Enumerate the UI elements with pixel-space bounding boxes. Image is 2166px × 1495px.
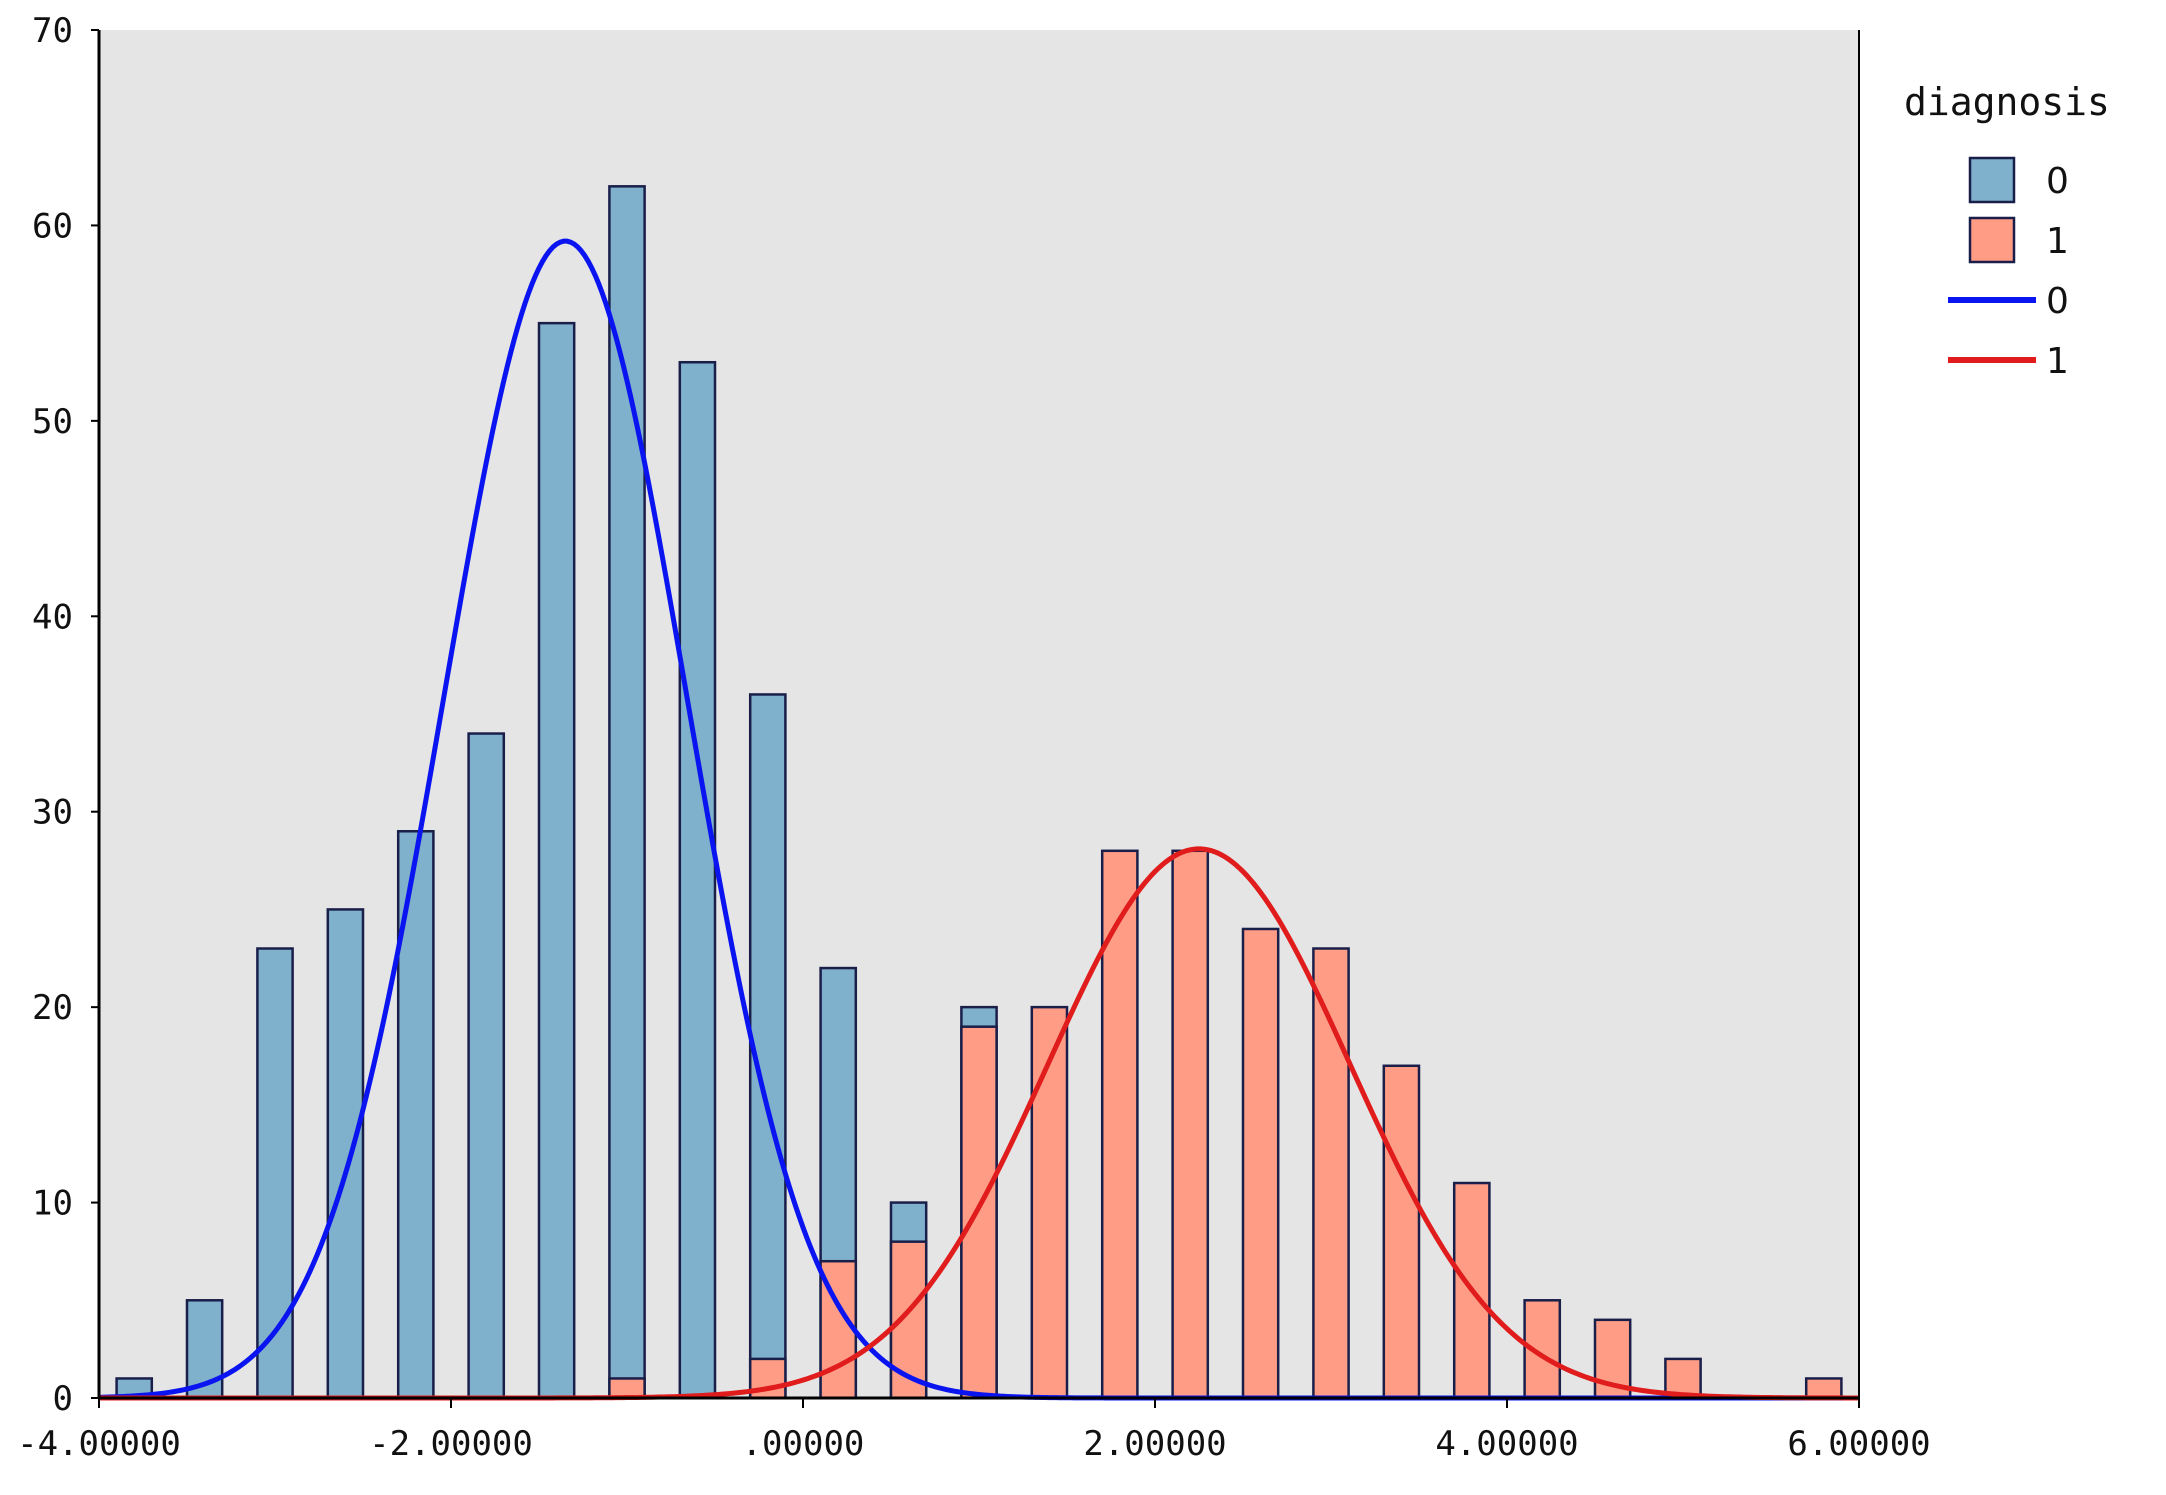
y-tick-label: 20: [32, 988, 73, 1028]
y-tick-label: 0: [53, 1379, 73, 1419]
x-tick-label: -2.00000: [369, 1424, 533, 1464]
legend: diagnosis 0 1 0 1: [1904, 80, 2110, 382]
bar-diagnosis-0: [537, 321, 576, 1400]
bar-diagnosis-0: [608, 185, 646, 1400]
bar-diagnosis-1: [1100, 849, 1139, 1400]
legend-entries: 0 1 0 1: [1948, 156, 2069, 382]
y-tick-label: 10: [32, 1184, 73, 1224]
legend-label: 0: [2046, 281, 2069, 322]
y-tick-label: 40: [32, 597, 73, 637]
y-tick-label: 30: [32, 793, 73, 833]
bar-diagnosis-1: [1804, 1377, 1843, 1400]
legend-label: 0: [2046, 161, 2069, 202]
bar-diagnosis-1: [960, 1025, 998, 1400]
legend-swatch-bar-0: [1968, 156, 2016, 204]
bar-diagnosis-1: [1312, 947, 1350, 1400]
legend-swatch-bar-1: [1968, 216, 2016, 264]
bar-diagnosis-1: [1382, 1064, 1421, 1400]
legend-label: 1: [2046, 221, 2069, 262]
axes-layer: [97, 30, 1860, 1400]
bar-diagnosis-0: [748, 693, 787, 1400]
x-tick-label: -4.00000: [17, 1424, 181, 1464]
x-tick-label: 6.00000: [1787, 1424, 1930, 1464]
x-tick-label: 4.00000: [1435, 1424, 1578, 1464]
legend-title: diagnosis: [1904, 80, 2110, 124]
x-tick-label: .00000: [742, 1424, 865, 1464]
bars-layer: [115, 185, 1843, 1400]
ticks-layer: 0 10 20 30 40 50 60 70 -4.00000 -2.00000 .00000 2.0…: [17, 11, 1931, 1464]
y-tick-label: 60: [32, 206, 73, 246]
bar-diagnosis-0: [326, 908, 365, 1400]
bar-diagnosis-0: [256, 947, 294, 1400]
y-tick-label: 70: [32, 11, 73, 51]
bar-diagnosis-1: [1171, 849, 1210, 1400]
x-tick-label: 2.00000: [1083, 1424, 1226, 1464]
bar-diagnosis-1: [1241, 927, 1280, 1400]
y-tick-label: 50: [32, 402, 73, 442]
bar-diagnosis-0: [678, 360, 717, 1400]
bar-diagnosis-1: [1030, 1005, 1069, 1400]
bar-diagnosis-0: [467, 732, 506, 1400]
legend-label: 1: [2046, 341, 2069, 382]
